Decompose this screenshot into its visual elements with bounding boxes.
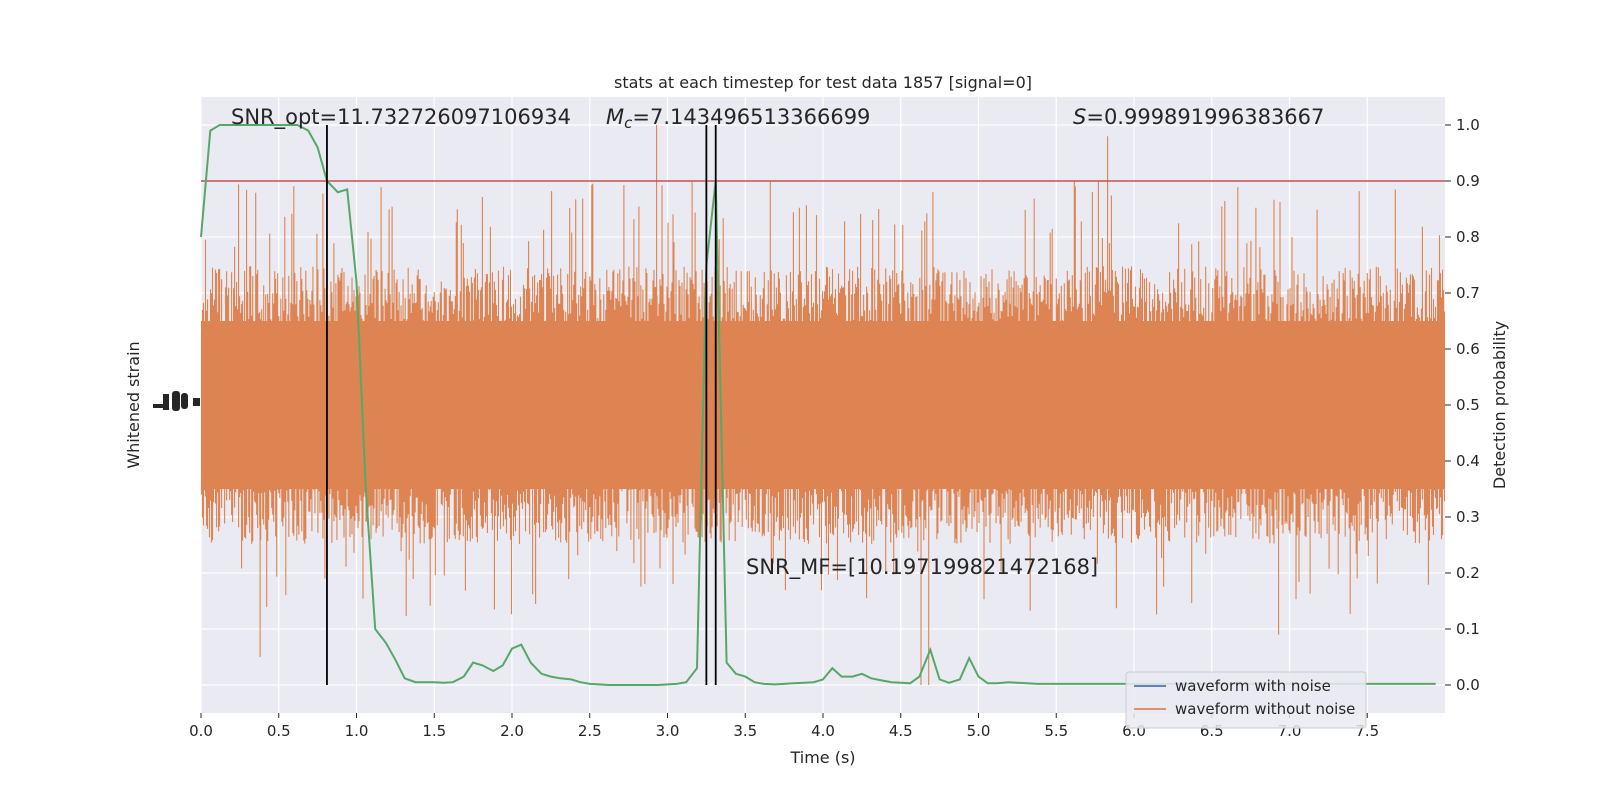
y-tick-label: 1.0 (1456, 116, 1480, 134)
detection-probability-series (200, 124, 1436, 686)
y-left-axis-label: Whitened strain (124, 341, 143, 468)
x-tick-label: 4.0 (811, 722, 835, 740)
vertical-markers (326, 125, 717, 685)
y-tick-label: 0.6 (1456, 340, 1480, 358)
chirp-mass-value: =7.143496513366699 (632, 105, 870, 129)
snr-mf-annotation: SNR_MF=[10.197199821472168] (746, 555, 1098, 580)
x-tick-label: 5.0 (967, 722, 991, 740)
s-symbol: S (1073, 105, 1086, 129)
x-tick-label: 3.5 (733, 722, 757, 740)
chart-title: stats at each timestep for test data 185… (614, 73, 1032, 92)
s-value: =0.999891996383667 (1086, 105, 1324, 129)
left-axis-ticks (153, 391, 200, 411)
waveform-without-noise-series (200, 125, 1446, 685)
left-tick-blob (163, 394, 169, 410)
s-annotation: S=0.999891996383667 (1073, 105, 1324, 129)
left-tick-blob (181, 393, 188, 409)
y-tick-label: 0.7 (1456, 284, 1480, 302)
y-tick-label: 0.9 (1456, 172, 1480, 190)
x-tick-label: 2.5 (578, 722, 602, 740)
legend: waveform with noise waveform without noi… (1125, 671, 1367, 729)
left-tick-blob (153, 404, 167, 408)
y-tick-label: 0.2 (1456, 564, 1480, 582)
x-tick-label: 3.0 (656, 722, 680, 740)
x-tick-label: 1.5 (422, 722, 446, 740)
x-tick-label: 2.0 (500, 722, 524, 740)
x-tick-label: 1.0 (345, 722, 369, 740)
x-axis-ticks: 0.0 0.5 1.0 1.5 2.0 2.5 3.0 3.5 4.0 4.5 5.0 5.5 6.0 6… (189, 713, 1379, 740)
legend-label-with-noise: waveform with noise (1175, 677, 1331, 695)
y-tick-label: 0.8 (1456, 228, 1480, 246)
y-tick-label: 0.0 (1456, 676, 1480, 694)
x-tick-label: 4.5 (889, 722, 913, 740)
snr-opt-annotation: SNR_opt=11.732726097106934 (231, 105, 571, 130)
legend-label-without-noise: waveform without noise (1175, 700, 1355, 718)
y-right-axis-ticks: 0.0 0.1 0.2 0.3 0.4 0.5 0.6 0.7 0.8 0.9 1.0 (1445, 116, 1480, 694)
x-tick-label: 0.0 (189, 722, 213, 740)
strain-spikes (200, 125, 1446, 685)
x-tick-label: 0.5 (267, 722, 291, 740)
left-tick-blob (172, 391, 180, 411)
x-axis-label: Time (s) (789, 748, 855, 767)
y-right-axis-label: Detection probability (1490, 321, 1509, 489)
y-tick-label: 0.4 (1456, 452, 1480, 470)
chirp-mass-annotation: Mc=7.143496513366699 (606, 105, 870, 132)
legend-box (1125, 671, 1367, 729)
chirp-mass-subscript: c (624, 114, 633, 132)
x-tick-label: 5.5 (1044, 722, 1068, 740)
y-tick-label: 0.5 (1456, 396, 1480, 414)
y-tick-label: 0.1 (1456, 620, 1480, 638)
left-tick-blob (193, 398, 200, 406)
chirp-mass-symbol: M (606, 105, 624, 129)
y-tick-label: 0.3 (1456, 508, 1480, 526)
